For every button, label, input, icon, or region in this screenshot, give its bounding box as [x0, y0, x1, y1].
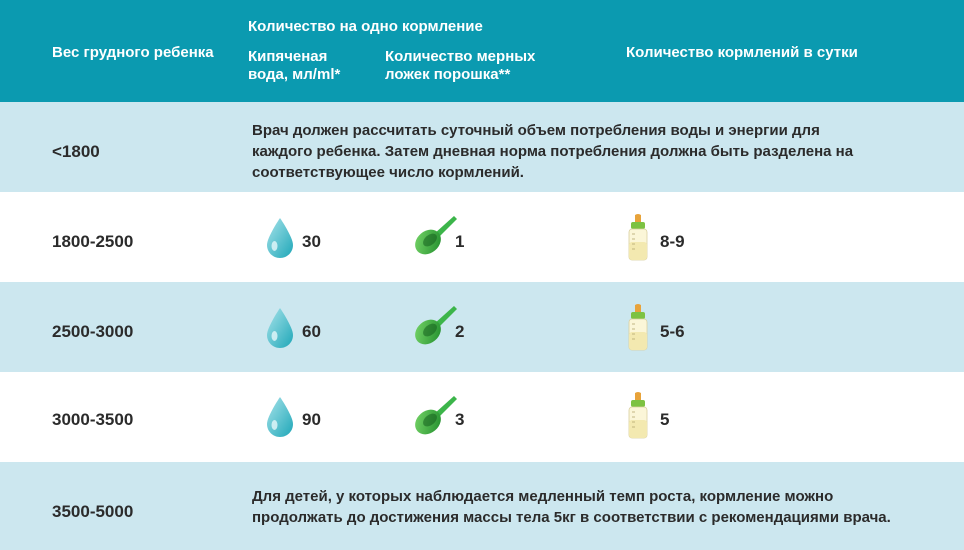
header-scoops-line2: ложек порошка** — [385, 66, 511, 83]
row-weight: 1800-2500 — [52, 232, 134, 251]
note-line: Врач должен рассчитать суточный объем по… — [252, 122, 820, 139]
note-line: соответствующее число кормлений. — [252, 164, 524, 181]
header-feeds-label: Количество кормлений в сутки — [626, 44, 858, 61]
header-water-label: Кипяченая вода, мл/ml* — [248, 48, 378, 84]
water-value: 30 — [302, 232, 321, 251]
header-water-line1: Кипяченая — [248, 48, 328, 65]
table-row: 3500-5000 Для детей, у которых наблюдает… — [0, 462, 964, 550]
row-note: Для детей, у которых наблюдается медленн… — [252, 486, 891, 528]
note-line: Для детей, у которых наблюдается медленн… — [252, 488, 834, 505]
measuring-scoop-icon — [412, 392, 458, 438]
note-line: продолжать до достижения массы тела 5кг … — [252, 509, 891, 526]
table-row: 2500-3000 60 2 5-6 — [0, 282, 964, 372]
baby-bottle-icon — [626, 392, 650, 440]
table-row: 3000-3500 90 3 5 — [0, 372, 964, 462]
header-per-feed-label: Количество на одно кормление — [248, 18, 483, 35]
row-weight: 2500-3000 — [52, 322, 134, 341]
row-note: Врач должен рассчитать суточный объем по… — [252, 120, 853, 183]
feeds-value: 5-6 — [660, 322, 685, 341]
baby-bottle-icon — [626, 304, 650, 352]
row-weight: 3500-5000 — [52, 502, 134, 521]
header-weight-label: Вес грудного ребенка — [52, 44, 214, 61]
measuring-scoop-icon — [412, 212, 458, 258]
water-drop-icon — [265, 396, 295, 438]
feeds-value: 5 — [660, 410, 670, 429]
table-header: Вес грудного ребенка Количество на одно … — [0, 0, 964, 102]
water-value: 60 — [302, 322, 321, 341]
row-weight: <1800 — [52, 142, 100, 161]
table-row: <1800 Врач должен рассчитать суточный об… — [0, 102, 964, 192]
feeds-value: 8-9 — [660, 232, 685, 251]
row-weight: 3000-3500 — [52, 410, 134, 429]
baby-bottle-icon — [626, 214, 650, 262]
water-value: 90 — [302, 410, 321, 429]
scoops-value: 3 — [455, 410, 465, 429]
measuring-scoop-icon — [412, 302, 458, 348]
water-drop-icon — [265, 307, 295, 349]
scoops-value: 2 — [455, 322, 465, 341]
note-line: каждого ребенка. Затем дневная норма пот… — [252, 143, 854, 160]
table-row: 1800-2500 30 1 8-9 — [0, 192, 964, 282]
water-drop-icon — [265, 217, 295, 259]
scoops-value: 1 — [455, 232, 465, 251]
header-water-line2: вода, мл/ml* — [248, 66, 341, 83]
header-scoops-label: Количество мерных ложек порошка** — [385, 48, 585, 84]
header-scoops-line1: Количество мерных — [385, 48, 536, 65]
